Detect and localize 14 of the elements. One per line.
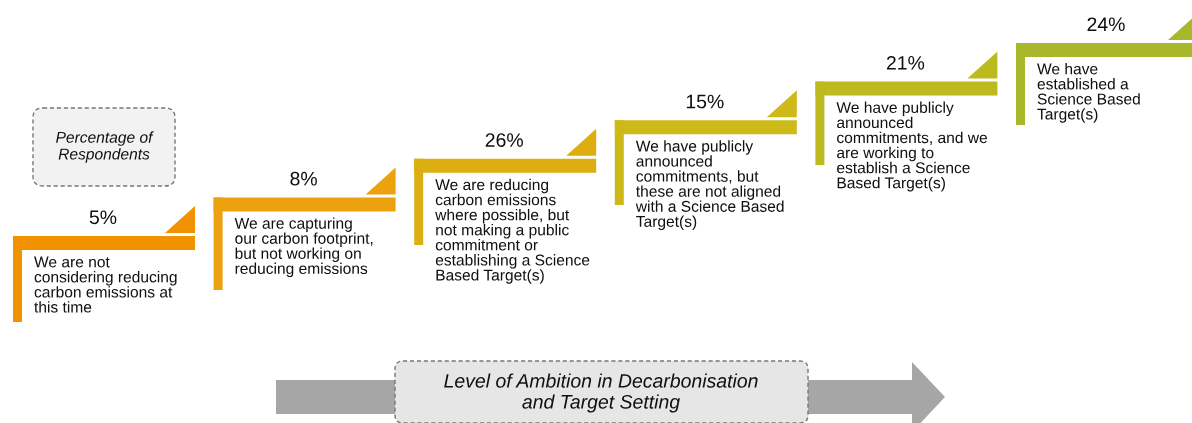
category-label: We have publicly announced commitments, and we are working to establish a Science Based Target(s) (836, 101, 987, 192)
data-label: 5% (89, 210, 117, 225)
category-label: We are reducing carbon emissions where possible, but not making a public commitment or establishing a Science Based Target(s) (435, 178, 590, 284)
text: Level of Ambition in Decarbonisation and Target Setting (444, 373, 758, 413)
data-label: 26% (485, 133, 523, 147)
data-label: 24% (1087, 17, 1125, 32)
category-label: We have publicly announced commitments, but these are not aligned with a Science Based Target(s) (635, 140, 784, 231)
category-label: We are not considering reducing carbon emissions at this time (34, 256, 177, 313)
text: Percentage of Respondents (56, 131, 154, 163)
data-label: 21% (886, 55, 925, 70)
category-label: We have established a Science Based Target(s) (1037, 63, 1140, 123)
category-label: We are capturing our carbon footprint, but not working on reducing emissions (234, 217, 373, 278)
data-label: 15% (686, 94, 724, 109)
data-label: 8% (290, 171, 317, 186)
